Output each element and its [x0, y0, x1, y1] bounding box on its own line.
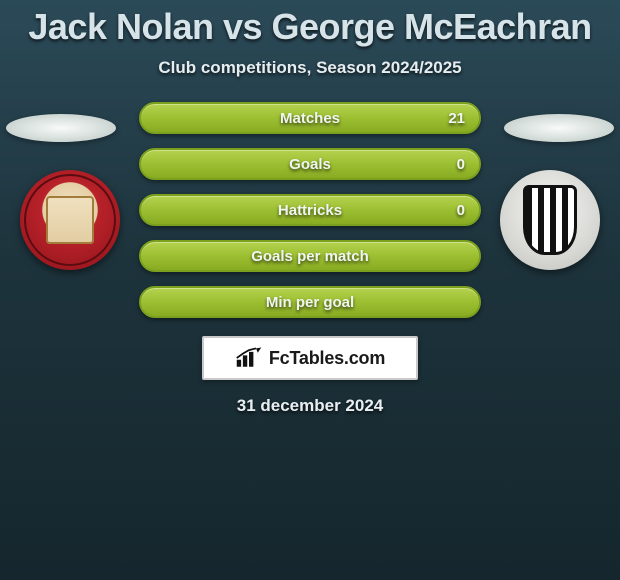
subtitle: Club competitions, Season 2024/2025	[0, 58, 620, 78]
stat-value: 0	[457, 202, 465, 219]
stat-bar-min-per-goal: Min per goal	[139, 286, 481, 318]
brand-box: FcTables.com	[202, 336, 418, 380]
brand-text: FcTables.com	[269, 348, 385, 369]
date-text: 31 december 2024	[0, 396, 620, 416]
club-badge-right	[500, 170, 600, 270]
podium-right	[504, 114, 614, 142]
stat-label: Goals per match	[251, 248, 369, 265]
stat-label: Hattricks	[278, 202, 342, 219]
stat-value: 0	[457, 156, 465, 173]
stat-bar-hattricks: Hattricks 0	[139, 194, 481, 226]
stat-value: 21	[448, 110, 465, 127]
stat-bar-goals: Goals 0	[139, 148, 481, 180]
stat-bars: Matches 21 Goals 0 Hattricks 0 Goals per…	[139, 102, 481, 318]
stat-bar-matches: Matches 21	[139, 102, 481, 134]
stat-label: Matches	[280, 110, 340, 127]
club-badge-left	[20, 170, 120, 270]
podium-left	[6, 114, 116, 142]
chart-bars-icon	[235, 347, 263, 369]
page-title: Jack Nolan vs George McEachran	[0, 0, 620, 48]
stat-bar-goals-per-match: Goals per match	[139, 240, 481, 272]
stat-label: Min per goal	[266, 294, 354, 311]
stat-label: Goals	[289, 156, 331, 173]
comparison-stage: Matches 21 Goals 0 Hattricks 0 Goals per…	[0, 102, 620, 416]
